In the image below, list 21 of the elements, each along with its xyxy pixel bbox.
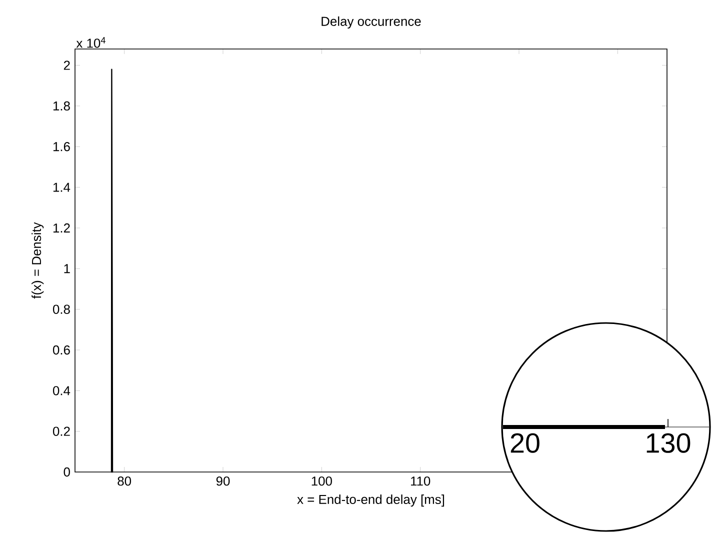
y-tick-label: 0 — [64, 467, 70, 477]
y-tick-label: 1.6 — [53, 142, 70, 152]
x-tick-label: 110 — [410, 476, 430, 486]
y-tick-label: 0.2 — [52, 426, 70, 436]
y-tick-label: 0.4 — [52, 386, 70, 396]
text: x 10$^{4}$ — [76, 37, 106, 48]
y-tick-label: 1 — [64, 264, 70, 274]
y-tick-label: 1.4 — [53, 182, 70, 192]
annotation: 20 — [510, 433, 540, 453]
y-tick-label: 0.8 — [52, 304, 70, 314]
y-tick-label: 1.8 — [53, 101, 70, 111]
y-tick-label: 2 — [64, 60, 70, 70]
y-tick-label: 1.2 — [53, 223, 70, 232]
x-tick-label: 90 — [216, 476, 230, 486]
x-axis-title: x = End-to-end delay [ms] — [297, 494, 444, 507]
x-tick-label: 80 — [118, 476, 132, 486]
x-tick-label: 100 — [312, 476, 332, 486]
y-axis-title: f(x) = Density — [32, 222, 44, 299]
annotation: 130 — [646, 433, 690, 453]
y-tick-label: 0.6 — [52, 345, 70, 355]
chart-title: Delay occurrence — [322, 16, 421, 28]
